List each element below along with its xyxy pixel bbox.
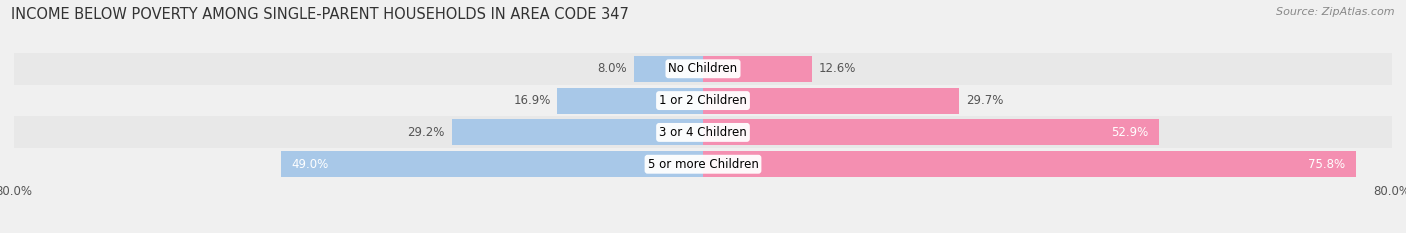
Text: 75.8%: 75.8% — [1309, 158, 1346, 171]
Text: 29.2%: 29.2% — [408, 126, 444, 139]
Text: 49.0%: 49.0% — [291, 158, 329, 171]
Bar — [557, 88, 703, 114]
Bar — [281, 151, 703, 177]
Bar — [703, 88, 959, 114]
Bar — [14, 116, 1392, 148]
Text: 1 or 2 Children: 1 or 2 Children — [659, 94, 747, 107]
Bar — [703, 151, 1355, 177]
Text: 29.7%: 29.7% — [966, 94, 1002, 107]
Text: 16.9%: 16.9% — [513, 94, 551, 107]
Bar — [703, 56, 811, 82]
Bar — [634, 56, 703, 82]
Bar — [451, 119, 703, 145]
Text: 52.9%: 52.9% — [1111, 126, 1149, 139]
Bar — [14, 53, 1392, 85]
Bar — [14, 148, 1392, 180]
Bar — [14, 85, 1392, 116]
Bar — [703, 119, 1159, 145]
Text: 12.6%: 12.6% — [818, 62, 856, 75]
Text: Source: ZipAtlas.com: Source: ZipAtlas.com — [1277, 7, 1395, 17]
Text: INCOME BELOW POVERTY AMONG SINGLE-PARENT HOUSEHOLDS IN AREA CODE 347: INCOME BELOW POVERTY AMONG SINGLE-PARENT… — [11, 7, 628, 22]
Text: No Children: No Children — [668, 62, 738, 75]
Text: 8.0%: 8.0% — [598, 62, 627, 75]
Text: 3 or 4 Children: 3 or 4 Children — [659, 126, 747, 139]
Text: 5 or more Children: 5 or more Children — [648, 158, 758, 171]
